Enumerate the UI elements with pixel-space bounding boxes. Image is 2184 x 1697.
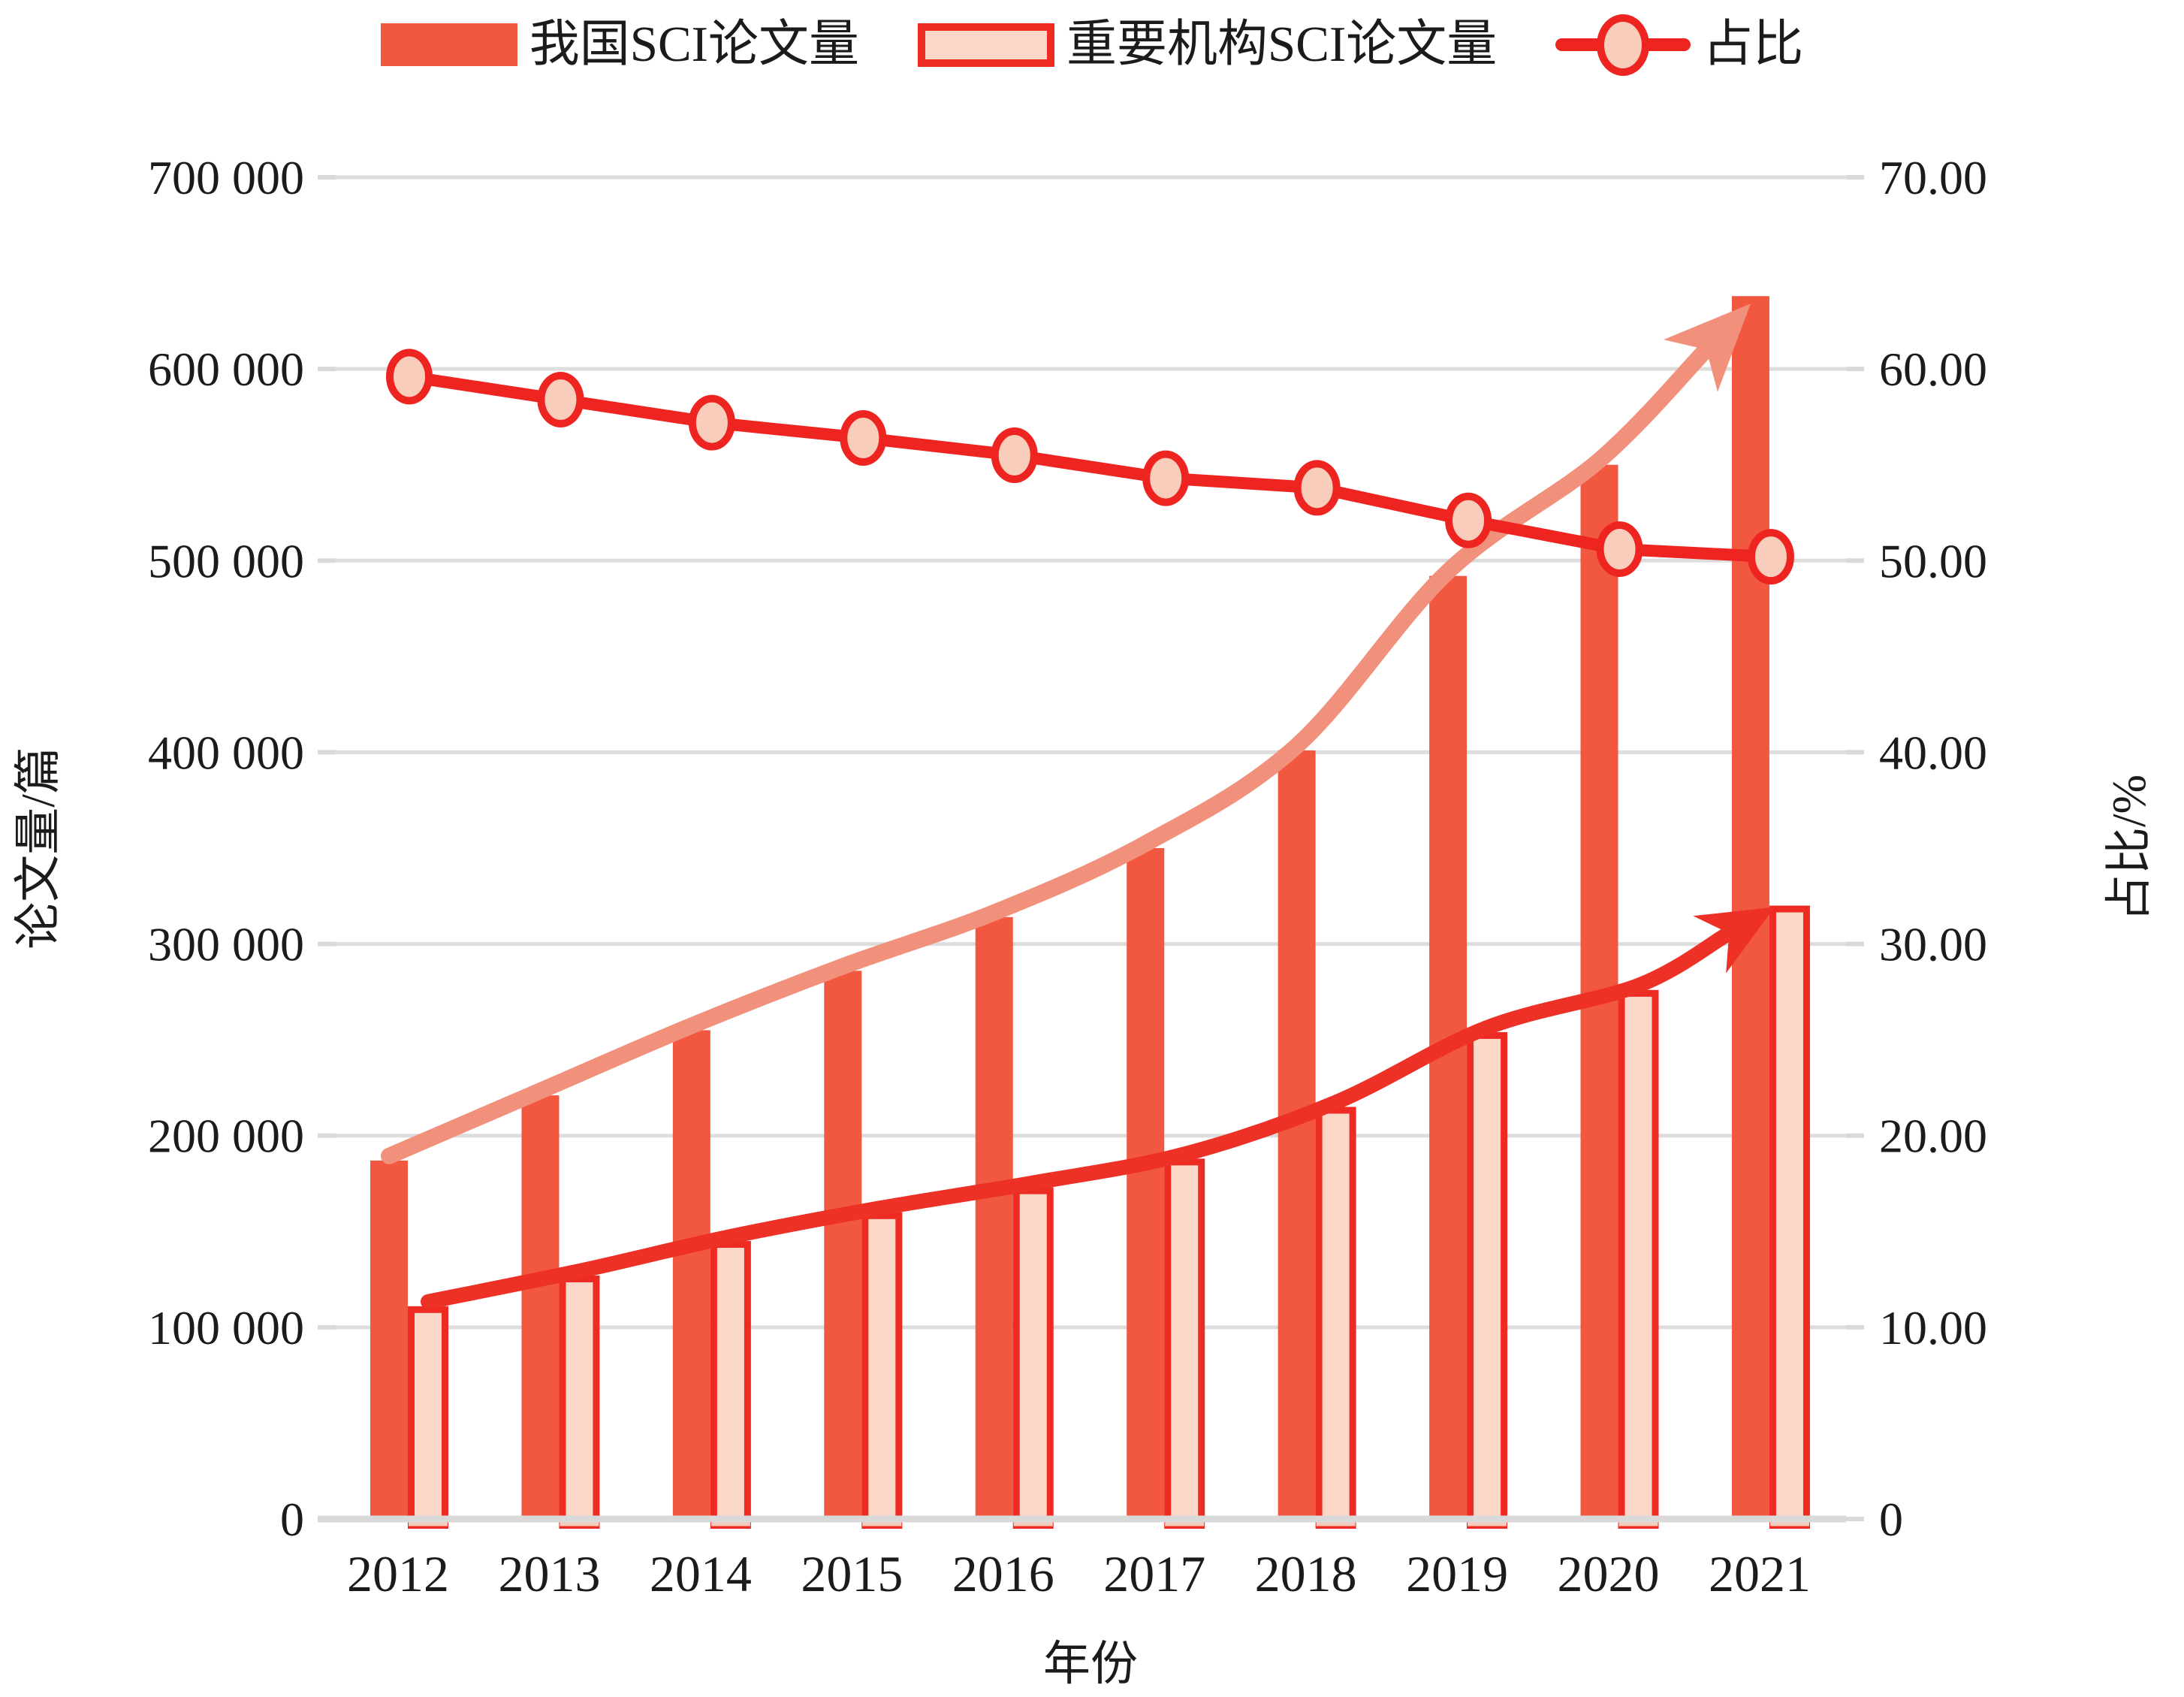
trend-arrow-institutions-head: [1693, 907, 1775, 974]
bar-underline: [710, 1522, 750, 1526]
legend-label-national: 我国SCI论文量: [529, 17, 859, 72]
bar-institutions-2016: [1012, 1187, 1054, 1529]
bar-underline: [1618, 1522, 1658, 1526]
left-axis-tick-label: 400 000: [148, 726, 304, 779]
right-axis-tick-label: 30.00: [1879, 918, 1987, 971]
bar-national-2013: [521, 1095, 560, 1522]
left-axis-tick-label: 100 000: [148, 1301, 304, 1354]
solid-bar-swatch-icon: [380, 23, 517, 66]
trend-arrow-national-head: [1664, 303, 1751, 392]
trend-arrows: [381, 303, 1775, 1309]
trend-arrow-institutions: [421, 927, 1733, 1309]
right-axis-tick-label: 60.00: [1879, 343, 1987, 396]
bar-institutions-2015: [861, 1212, 903, 1529]
ratio-line: [403, 370, 1777, 563]
legend-item-national: 我国SCI论文量: [380, 17, 859, 72]
bar-institutions-2018: [1315, 1107, 1356, 1529]
right-axis-tick-label: 10.00: [1879, 1301, 1987, 1354]
ratio-marker-icon: [1597, 14, 1650, 76]
bar-national-2014: [672, 1030, 710, 1522]
bar-institutions-2021: [1769, 905, 1810, 1529]
bar-underline: [862, 1522, 902, 1526]
ratio-marker-2012: [386, 349, 433, 405]
left-axis-tick-label: 300 000: [148, 918, 304, 971]
left-axis-tick-label: 600 000: [148, 343, 304, 396]
bar-institutions-2013: [559, 1275, 600, 1529]
left-axis-tick-label: 200 000: [148, 1110, 304, 1163]
bar-underline: [1165, 1522, 1205, 1526]
left-axis-tick-label: 0: [280, 1493, 304, 1546]
bar-national-2015: [824, 971, 862, 1522]
right-axis-tick-label: 20.00: [1879, 1110, 1987, 1163]
ratio-marker-2018: [1293, 460, 1341, 516]
ratio-marker-2019: [1445, 492, 1492, 548]
bar-underline: [409, 1522, 448, 1526]
ratio-marker-2017: [1142, 450, 1190, 506]
legend-label-ratio: 占比: [1703, 17, 1804, 72]
right-axis-tick-label: 50.00: [1879, 534, 1987, 587]
bar-underline: [1316, 1522, 1356, 1526]
bar-underline: [1769, 1522, 1809, 1526]
right-axis-tick-label: 40.00: [1879, 726, 1987, 779]
outlined-bar-swatch-icon: [918, 23, 1054, 67]
bar-underline: [560, 1522, 599, 1526]
ratio-line-series: [386, 349, 1794, 585]
bar-institutions-2014: [710, 1241, 751, 1529]
ratio-marker-2015: [840, 409, 887, 466]
left-axis-title: 论文量/篇: [12, 747, 65, 950]
bar-institutions-2017: [1164, 1158, 1205, 1529]
bar-national-2012: [370, 1160, 408, 1522]
bar-national-2016: [975, 916, 1013, 1522]
bar-institutions-2012: [408, 1306, 448, 1529]
bar-institutions-2020: [1618, 989, 1659, 1529]
x-tick-label-2016: 2016: [952, 1545, 1054, 1602]
bar-institutions-2019: [1467, 1031, 1508, 1529]
legend-item-ratio: 占比: [1555, 14, 1804, 76]
ratio-marker-2014: [688, 394, 735, 451]
left-axis-tick-label: 700 000: [148, 151, 304, 204]
right-axis-title: 占比/%: [2103, 775, 2155, 922]
ratio-marker-2016: [991, 427, 1038, 483]
trend-arrow-national: [381, 342, 1715, 1164]
legend-item-institutions: 重要机构SCI论文量: [918, 20, 1497, 70]
x-tick-label-2013: 2013: [498, 1545, 600, 1602]
right-axis-tick-label: 70.00: [1879, 151, 1987, 204]
left-axis-tick-label: 500 000: [148, 534, 304, 587]
chart-legend: 我国SCI论文量 重要机构SCI论文量 占比: [0, 14, 2184, 76]
x-axis-title: 年份: [1043, 1638, 1138, 1690]
x-tick-label-2015: 2015: [801, 1545, 903, 1602]
x-tick-label-2014: 2014: [650, 1545, 752, 1602]
x-tick-label-2020: 2020: [1558, 1545, 1660, 1602]
ratio-marker-2013: [537, 371, 584, 427]
bars: [370, 296, 1810, 1529]
x-tick-label-2021: 2021: [1709, 1545, 1811, 1602]
x-tick-label-2017: 2017: [1103, 1545, 1205, 1602]
ratio-line-swatch-icon: [1555, 14, 1691, 76]
bar-national-2017: [1127, 848, 1165, 1522]
tick-labels: 0 0 100 000 10.00 200 000 20.00 300 000 30.00 40…: [148, 151, 1987, 1602]
x-tick-label-2012: 2012: [347, 1545, 449, 1602]
bar-national-2018: [1278, 750, 1316, 1522]
x-tick-label-2018: 2018: [1255, 1545, 1357, 1602]
x-tick-label-2019: 2019: [1406, 1545, 1508, 1602]
legend-label-institutions: 重要机构SCI论文量: [1066, 17, 1498, 72]
ratio-marker-2021: [1747, 529, 1794, 585]
bar-underline: [1468, 1522, 1507, 1526]
ratio-marker-2020: [1596, 521, 1643, 577]
bar-underline: [1013, 1522, 1053, 1526]
x-axis-line: [318, 1515, 1846, 1526]
right-axis-tick-label: 0: [1879, 1493, 1903, 1546]
